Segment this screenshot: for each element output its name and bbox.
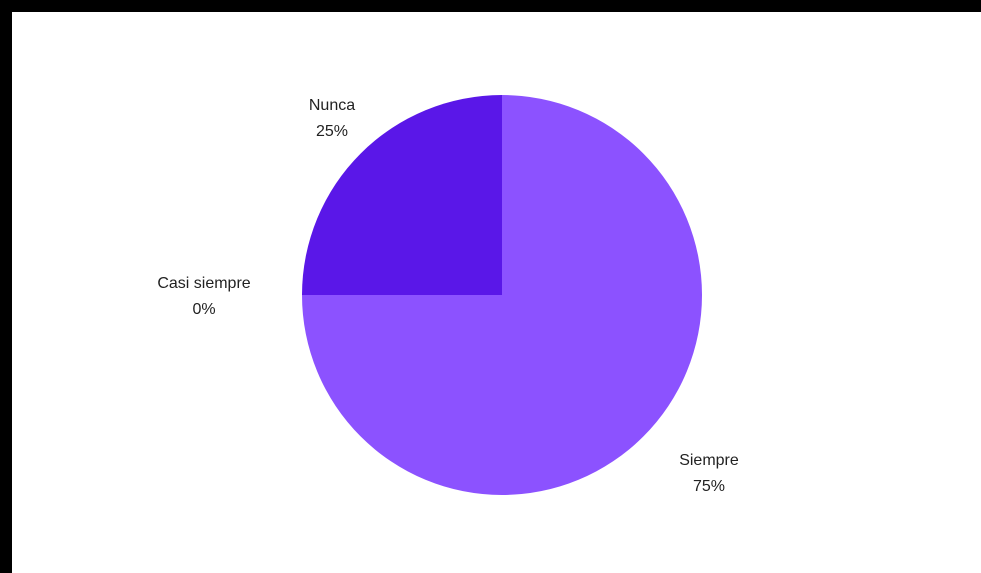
slice-label-siempre: Siempre [679, 452, 739, 469]
slice-percent-siempre: 75% [693, 478, 725, 495]
slice-label-nunca: Nunca [309, 97, 355, 114]
slice-percent-nunca: 25% [316, 123, 348, 140]
chart-frame: Siempre 75% Casi siempre 0% Nunca 25% [12, 12, 981, 573]
pie-slices [302, 95, 702, 495]
pie-slice-nunca [302, 95, 502, 295]
pie-chart: Siempre 75% Casi siempre 0% Nunca 25% [157, 95, 739, 495]
slice-percent-casi-siempre: 0% [192, 301, 215, 318]
slice-label-casi-siempre: Casi siempre [157, 275, 250, 292]
pie-labels: Siempre 75% Casi siempre 0% Nunca 25% [157, 97, 739, 495]
